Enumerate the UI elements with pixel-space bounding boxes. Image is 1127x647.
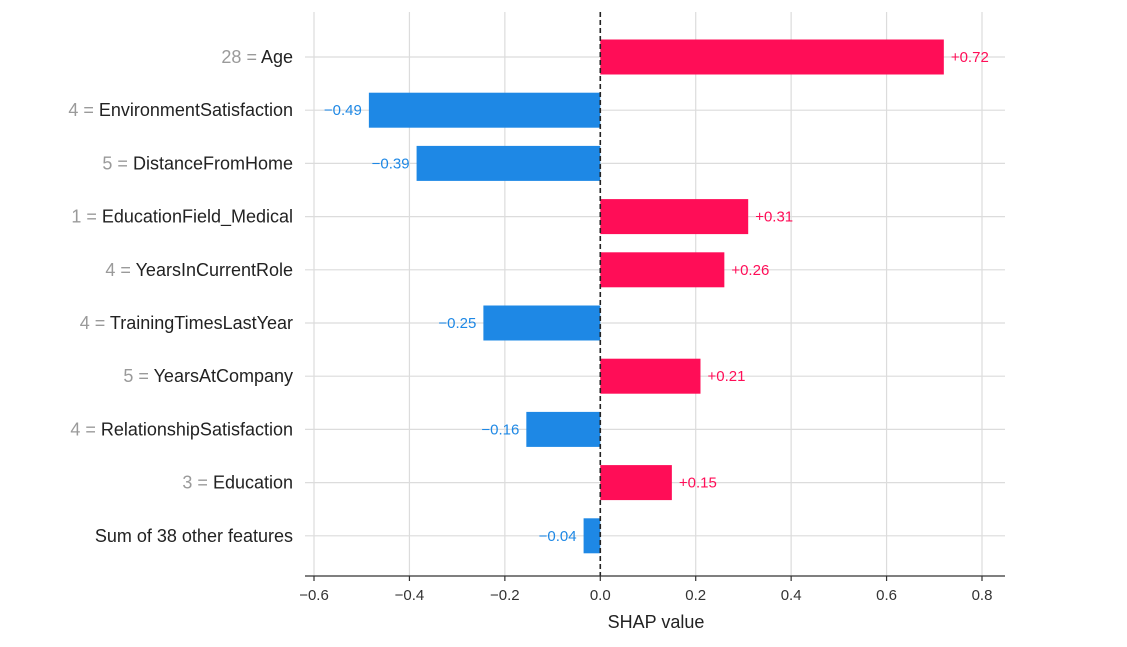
feature-name: EducationField_Medical — [102, 207, 293, 228]
bar-value-label: +0.31 — [755, 209, 793, 226]
shap-bar — [583, 518, 601, 554]
feature-value: 28 = — [221, 47, 261, 67]
shap-bar — [368, 92, 601, 128]
feature-label: 1 = EducationField_Medical — [71, 207, 293, 228]
feature-label: 5 = YearsAtCompany — [123, 366, 293, 386]
feature-label: Sum of 38 other features — [95, 526, 293, 546]
x-tick-label: 0.0 — [590, 587, 611, 604]
bar-value-label: −0.25 — [438, 315, 476, 332]
feature-label: 4 = RelationshipSatisfaction — [70, 419, 293, 439]
shap-bar — [416, 145, 601, 181]
feature-label: 3 = Education — [182, 473, 293, 493]
feature-name: Education — [213, 473, 293, 493]
feature-name: Age — [261, 47, 293, 67]
bars-layer — [368, 12, 944, 576]
bar-value-label: +0.72 — [951, 49, 989, 66]
feature-name: YearsInCurrentRole — [136, 260, 293, 280]
feature-label: 4 = TrainingTimesLastYear — [80, 313, 293, 333]
bar-value-label: +0.21 — [707, 368, 745, 385]
feature-value: 4 = — [70, 419, 101, 439]
shap-bar — [526, 411, 601, 447]
shap-bar — [600, 252, 725, 288]
feature-value: 4 = — [68, 100, 99, 120]
shap-bar — [600, 199, 749, 235]
x-tick-label: 0.2 — [685, 587, 706, 604]
x-tick-label: 0.8 — [972, 587, 993, 604]
feature-value: 4 = — [80, 313, 110, 333]
feature-name: EnvironmentSatisfaction — [99, 100, 293, 120]
labels-layer: +0.72 28 = Age −0.49 4 = EnvironmentSatisfa… — [68, 47, 988, 546]
shap-bar — [600, 358, 701, 394]
bar-value-label: −0.39 — [372, 155, 410, 172]
feature-label: 4 = YearsInCurrentRole — [105, 260, 293, 280]
x-tick-label: −0.2 — [490, 587, 520, 604]
bar-value-label: −0.49 — [324, 102, 362, 119]
x-tick-label: −0.4 — [395, 587, 425, 604]
x-tick-label: 0.4 — [781, 587, 802, 604]
feature-name: DistanceFromHome — [133, 153, 293, 173]
bar-value-label: −0.04 — [539, 528, 577, 545]
feature-name: TrainingTimesLastYear — [110, 313, 293, 333]
feature-value: 5 = — [102, 153, 133, 173]
bar-value-label: −0.16 — [481, 421, 519, 438]
feature-value: 5 = — [123, 366, 153, 386]
feature-label: 4 = EnvironmentSatisfaction — [68, 100, 293, 120]
shap-bar — [483, 305, 601, 341]
feature-label: 28 = Age — [221, 47, 293, 67]
x-axis-label: SHAP value — [608, 612, 705, 632]
shap-bar — [600, 465, 672, 501]
feature-value: 3 = — [182, 473, 213, 493]
feature-name: Sum of 38 other features — [95, 526, 293, 546]
bar-value-label: +0.15 — [679, 475, 717, 492]
x-tick-label: −0.6 — [299, 587, 329, 604]
shap-bar — [600, 39, 944, 75]
x-tick-label: 0.6 — [876, 587, 897, 604]
feature-value: 1 = — [71, 207, 102, 227]
feature-label: 5 = DistanceFromHome — [102, 153, 293, 173]
feature-name: RelationshipSatisfaction — [101, 419, 293, 439]
x-axis: −0.6 −0.4 −0.2 0.0 0.2 0.4 0.6 0.8 — [299, 575, 1005, 604]
bar-value-label: +0.26 — [731, 262, 769, 279]
feature-name: YearsAtCompany — [154, 366, 293, 386]
feature-value: 4 = — [105, 260, 135, 280]
